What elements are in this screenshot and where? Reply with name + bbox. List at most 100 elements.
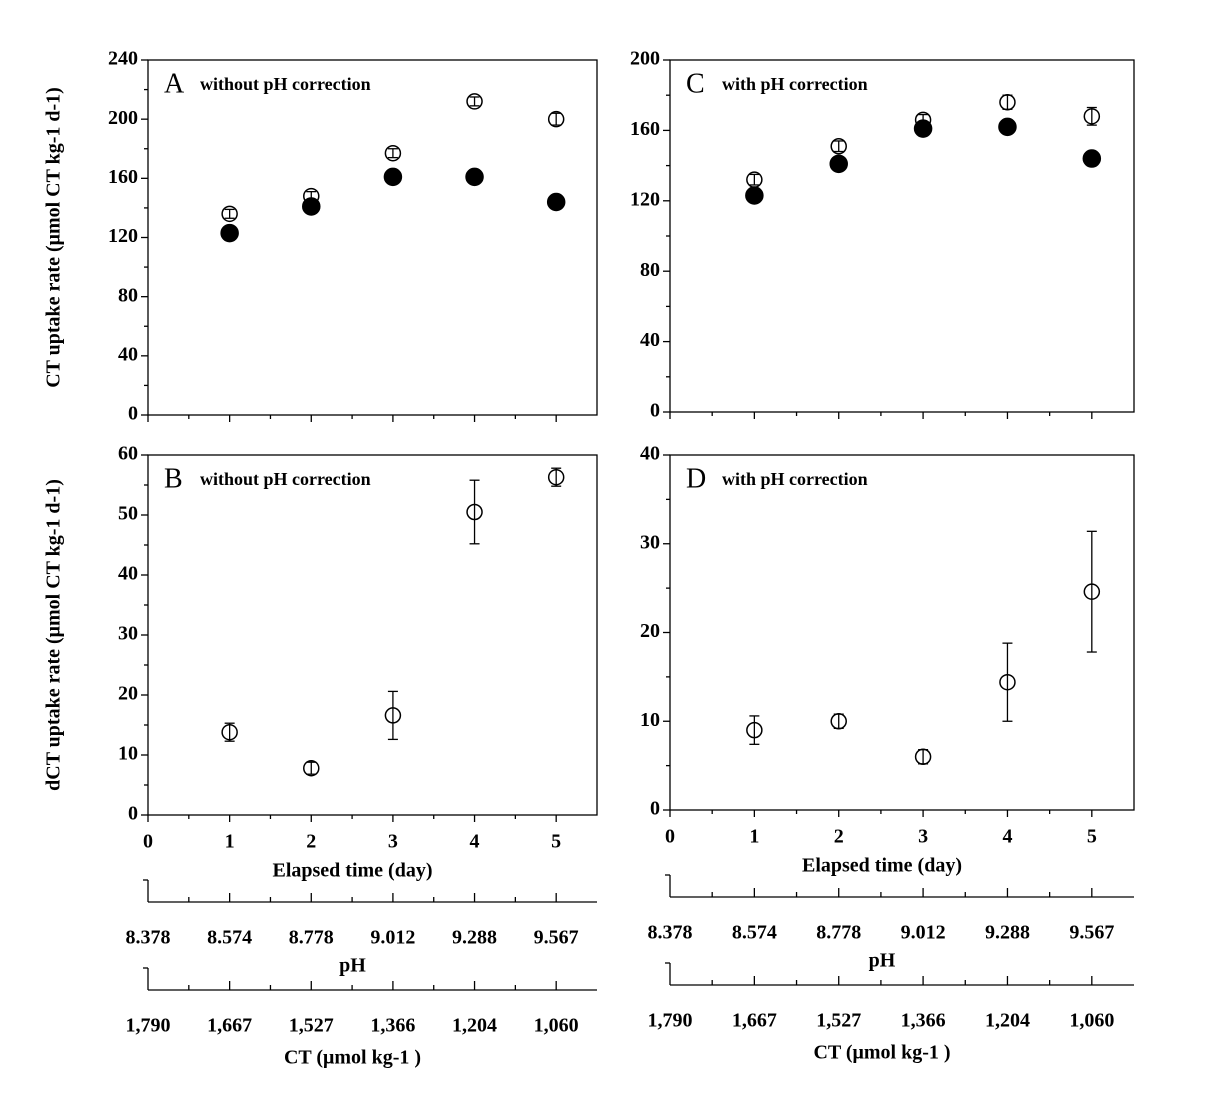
x-tick-label: 0 xyxy=(143,831,153,853)
point xyxy=(999,93,1016,111)
panel-annotation: without pH correction xyxy=(200,469,371,489)
x-tick-label: 1 xyxy=(225,831,235,853)
point xyxy=(1083,108,1101,125)
y-tick-label: 20 xyxy=(640,620,660,642)
y-tick-label: 60 xyxy=(118,443,138,465)
secondary-tick-label: 8.378 xyxy=(648,922,693,944)
y-tick-label: 40 xyxy=(640,443,660,465)
secondary-axis-label: pH xyxy=(339,955,366,977)
point xyxy=(384,707,402,724)
x-tick-label: 1 xyxy=(749,826,759,848)
y-tick-label: 10 xyxy=(640,709,660,731)
point xyxy=(302,197,321,216)
plot-frame xyxy=(147,454,598,816)
y-tick-label: 80 xyxy=(118,284,138,306)
secondary-tick-label: 9.567 xyxy=(534,927,579,949)
y-tick-label: 10 xyxy=(118,743,138,765)
point xyxy=(383,167,403,187)
y-tick-label: 20 xyxy=(118,683,138,705)
point xyxy=(220,223,239,243)
panel-label: D xyxy=(686,463,706,494)
y-tick-label: 0 xyxy=(128,803,138,825)
y-tick-label: 30 xyxy=(118,623,138,645)
point xyxy=(547,110,565,128)
x-tick-label: 0 xyxy=(665,826,675,848)
y-tick-label: 0 xyxy=(650,798,660,820)
secondary-tick-label: 9.012 xyxy=(901,922,946,944)
panel-label: B xyxy=(164,463,183,494)
panel-label: A xyxy=(164,68,185,99)
point xyxy=(384,144,402,162)
secondary-tick-label: 8.778 xyxy=(289,927,334,949)
x-tick-label: 2 xyxy=(834,826,844,848)
x-tick-label: 4 xyxy=(470,831,480,853)
point xyxy=(465,167,484,187)
y-tick-label: 240 xyxy=(108,48,138,70)
x-tick-label: 3 xyxy=(918,826,928,848)
secondary-tick-label: 9.012 xyxy=(370,927,415,949)
secondary-tick-label: 8.778 xyxy=(816,922,861,944)
x-axis-label: Elapsed time (day) xyxy=(802,855,962,877)
secondary-tick-label: 1,527 xyxy=(816,1010,861,1032)
secondary-tick-label: 9.288 xyxy=(452,927,497,949)
secondary-tick-label: 1,060 xyxy=(1069,1010,1114,1032)
secondary-tick-label: 1,667 xyxy=(732,1010,777,1032)
point xyxy=(999,673,1016,691)
panel-annotation: without pH correction xyxy=(200,74,371,94)
point xyxy=(1082,149,1102,168)
secondary-axis-label: CT (μmol kg-1 ) xyxy=(813,1042,950,1064)
y-tick-label: 40 xyxy=(640,329,660,351)
secondary-tick-label: 1,366 xyxy=(370,1015,415,1037)
plot-frame xyxy=(669,454,1135,811)
point xyxy=(466,503,483,521)
point xyxy=(913,119,933,138)
plot-frame xyxy=(669,59,1135,413)
x-tick-label: 2 xyxy=(306,831,316,853)
panel-annotation: with pH correction xyxy=(722,74,868,94)
secondary-tick-label: 8.574 xyxy=(732,922,777,944)
point xyxy=(829,154,848,174)
x-tick-label: 5 xyxy=(1087,826,1097,848)
point xyxy=(745,186,764,205)
secondary-tick-label: 1,667 xyxy=(207,1015,252,1037)
x-tick-label: 3 xyxy=(388,831,398,853)
x-tick-label: 5 xyxy=(551,831,561,853)
secondary-axis-label: CT (μmol kg-1 ) xyxy=(284,1047,421,1069)
secondary-tick-label: 8.574 xyxy=(207,927,252,949)
point xyxy=(221,205,238,223)
secondary-tick-label: 1,204 xyxy=(985,1010,1030,1032)
secondary-axis-label: pH xyxy=(869,950,896,972)
y-tick-label: 50 xyxy=(118,503,138,525)
secondary-tick-label: 1,527 xyxy=(289,1015,334,1037)
y-tick-label: 160 xyxy=(630,118,660,140)
secondary-tick-label: 1,060 xyxy=(534,1015,579,1037)
panel-label: C xyxy=(686,68,705,99)
y-tick-label: 160 xyxy=(108,166,138,188)
point xyxy=(1083,583,1101,600)
y-axis-label: CT uptake rate (μmol CT kg-1 d-1) xyxy=(43,87,65,388)
plot-frame xyxy=(147,59,598,416)
x-axis-label: Elapsed time (day) xyxy=(273,860,433,882)
y-tick-label: 120 xyxy=(630,188,660,210)
secondary-tick-label: 8.378 xyxy=(126,927,171,949)
y-tick-label: 80 xyxy=(640,259,660,281)
point xyxy=(914,748,932,765)
y-axis-label: dCT uptake rate (μmol CT kg-1 d-1) xyxy=(43,479,65,791)
secondary-tick-label: 1,790 xyxy=(126,1015,171,1037)
y-tick-label: 120 xyxy=(108,225,138,247)
point xyxy=(221,723,238,741)
panel-annotation: with pH correction xyxy=(722,469,868,489)
secondary-tick-label: 9.567 xyxy=(1069,922,1114,944)
secondary-tick-label: 9.288 xyxy=(985,922,1030,944)
secondary-tick-label: 1,790 xyxy=(648,1010,693,1032)
point xyxy=(303,759,320,777)
point xyxy=(830,137,847,155)
x-tick-label: 4 xyxy=(1002,826,1012,848)
point xyxy=(547,468,565,486)
point xyxy=(830,713,847,730)
y-tick-label: 200 xyxy=(108,107,138,129)
point xyxy=(998,117,1017,137)
y-tick-label: 0 xyxy=(128,403,138,425)
point xyxy=(746,721,763,739)
